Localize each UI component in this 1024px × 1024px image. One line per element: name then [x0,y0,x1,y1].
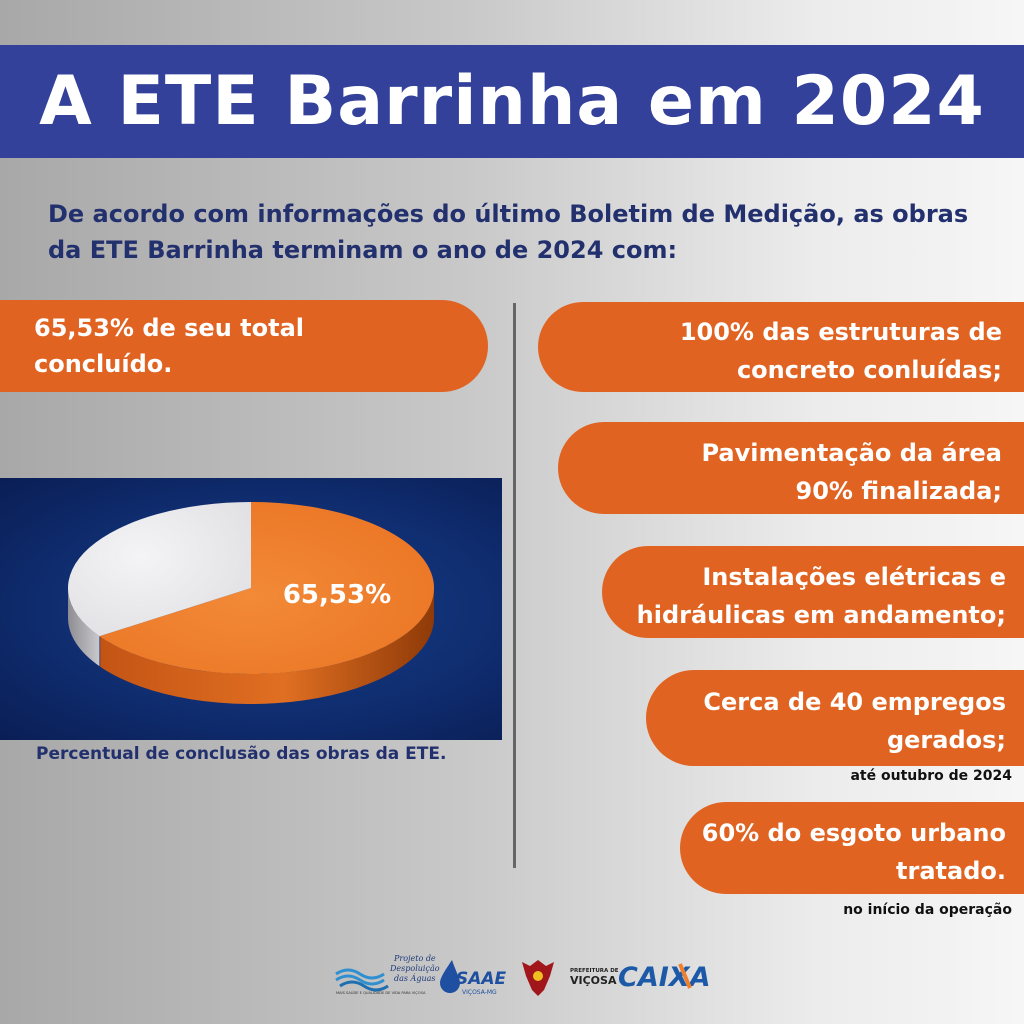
fact-installations-line1: Instalações elétricas e [702,563,1006,591]
fact-jobs-note: até outubro de 2024 [850,768,1012,784]
pie-slice-label: 65,53% [283,580,391,610]
svg-text:PREFEITURA DE: PREFEITURA DE [570,968,619,974]
fact-sewage-note: no início da operação [843,902,1012,918]
completion-highlight-line2: concluído. [34,350,173,378]
pie-chart: 65,53% [67,502,435,704]
svg-text:VIÇOSA: VIÇOSA [570,974,617,987]
pie-slice [67,502,251,637]
fact-paving: Pavimentação da área 90% finalizada; [558,422,1024,514]
fact-paving-line1: Pavimentação da área [701,439,1002,467]
fact-sewage-line2: tratado. [896,857,1006,885]
title-banner: A ETE Barrinha em 2024 [0,45,1024,158]
vicosa-coat-of-arms-icon [522,960,554,996]
fact-concrete: 100% das estruturas de concreto conluída… [538,302,1024,392]
completion-highlight: 65,53% de seu total concluído. [0,300,488,392]
svg-text:SAAE: SAAE [456,969,507,989]
svg-text:CAIXA: CAIXA [618,962,710,993]
fact-jobs: Cerca de 40 empregos gerados; [646,670,1024,766]
caixa-logo: CAIXA [618,962,710,993]
pie-chart-panel: 65,53% [0,478,502,740]
fact-jobs-line2: gerados; [886,726,1006,754]
fact-installations: Instalações elétricas e hidráulicas em a… [602,546,1024,638]
page-title: A ETE Barrinha em 2024 [39,62,985,141]
svg-text:das Águas: das Águas [394,974,435,983]
pie-slice-side [100,588,434,704]
saae-logo: SAAE VIÇOSA-MG [440,960,507,996]
vertical-divider [513,303,516,868]
fact-concrete-line2: concreto conluídas; [736,356,1002,384]
intro-text: De acordo com informações do último Bole… [48,200,969,264]
fact-installations-line2: hidráulicas em andamento; [636,601,1006,629]
svg-text:MAIS SAÚDE E QUALIDADE DE VIDA: MAIS SAÚDE E QUALIDADE DE VIDA PARA VIÇO… [336,990,426,995]
fact-sewage-line1: 60% do esgoto urbano [701,819,1006,847]
svg-text:Despoluição: Despoluição [389,964,440,973]
pie-slice [99,502,435,674]
fact-paving-line2: 90% finalizada; [795,477,1002,505]
prefeitura-vicosa-logo: PREFEITURA DE VIÇOSA [570,968,619,987]
fact-sewage: 60% do esgoto urbano tratado. [680,802,1024,894]
svg-text:Projeto de: Projeto de [393,954,436,963]
pie-slice-side [68,588,100,667]
fact-jobs-line1: Cerca de 40 empregos [703,688,1006,716]
sponsor-logos: Projeto de Despoluição das Águas MAIS SA… [335,954,710,996]
completion-highlight-line1: 65,53% de seu total [34,314,304,342]
svg-text:VIÇOSA-MG: VIÇOSA-MG [462,989,497,996]
fact-concrete-line1: 100% das estruturas de [679,318,1002,346]
projeto-despoluicao-logo: Projeto de Despoluição das Águas MAIS SA… [335,954,440,995]
chart-caption: Percentual de conclusão das obras da ETE… [36,744,447,764]
